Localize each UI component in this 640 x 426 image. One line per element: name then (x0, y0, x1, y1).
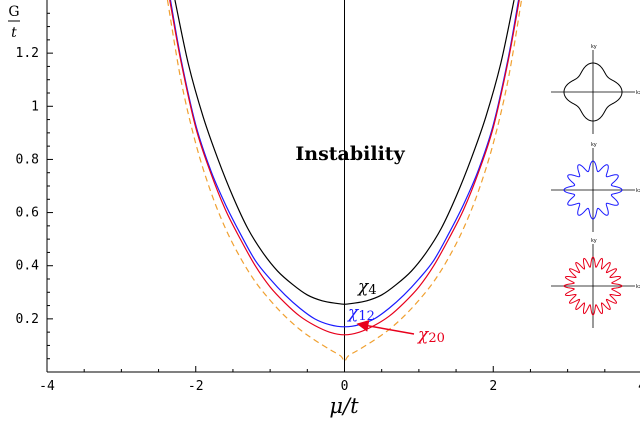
inset-ky-label: ky (591, 44, 597, 50)
fermi-surface-curve (563, 160, 623, 220)
x-axis-label: μ/t (329, 394, 359, 418)
y-tick-label: 0.8 (16, 152, 39, 167)
fermi-surface-inset-20: kx ky (551, 238, 640, 328)
tick-labels: -4 -2 0 2 4 0.2 0.4 0.6 0.8 1 1.2 (16, 46, 640, 394)
y-axis-label-denominator: t (11, 25, 17, 41)
y-tick-label: 0.6 (16, 206, 39, 221)
fermi-surface-curve (563, 256, 623, 316)
fermi-surface-inset-4: kx ky (551, 44, 640, 134)
fermi-surface-inset-12: kx ky (551, 142, 640, 232)
instability-label: Instability (295, 143, 405, 165)
fermi-surface-insets: kx ky kx ky kx ky (551, 44, 640, 328)
y-tick-label: 0.2 (16, 312, 39, 327)
x-tick-label: 4 (638, 379, 640, 394)
inset-ky-label: ky (591, 142, 597, 148)
x-tick-label: -2 (188, 379, 204, 394)
series-line-chi4 (174, 0, 515, 305)
axis-ticks (46, 12, 606, 372)
series-line-chi20 (169, 0, 520, 336)
x-tick-label: 2 (489, 379, 497, 394)
y-tick-label: 1.2 (16, 46, 39, 61)
inset-kx-label: kx (636, 284, 640, 290)
inset-kx-label: kx (636, 90, 640, 96)
series-line-dashed-bound (166, 0, 523, 362)
inset-kx-label: kx (636, 188, 640, 194)
y-axis-label-numerator: G (8, 4, 19, 20)
label-chi4: χ4 (357, 277, 377, 298)
series-line-chi12 (169, 0, 520, 328)
y-tick-label: 0.4 (16, 259, 40, 274)
chi20-arrow (356, 319, 415, 335)
curves (166, 0, 523, 362)
inset-ky-label: ky (591, 238, 597, 244)
x-tick-label: -4 (39, 379, 55, 394)
fermi-surface-curve (563, 62, 623, 122)
label-chi20: χ20 (417, 325, 445, 346)
label-chi12: χ12 (347, 303, 375, 324)
y-axis-label: G t (8, 4, 20, 41)
x-tick-label: 0 (341, 379, 349, 394)
y-tick-label: 1 (31, 99, 39, 114)
